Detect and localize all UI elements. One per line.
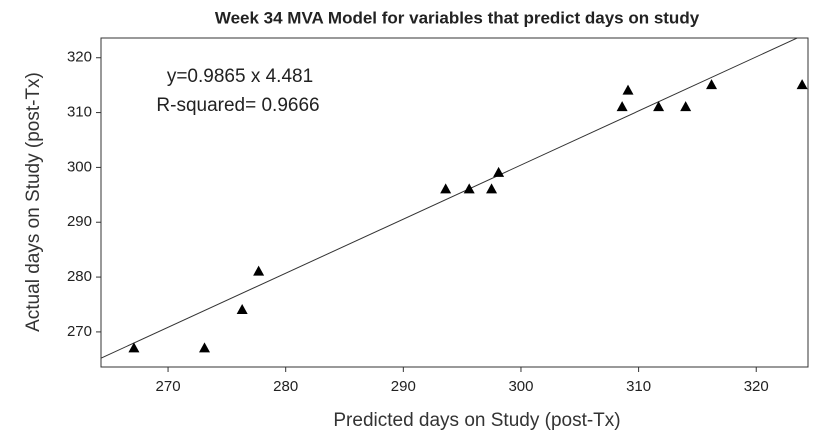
x-axis-title: Predicted days on Study (post-Tx) — [333, 410, 620, 431]
point — [486, 183, 498, 194]
point — [493, 166, 505, 177]
point — [622, 84, 634, 95]
trend-line — [101, 38, 799, 359]
point — [653, 101, 665, 112]
annotation: R-squared= 0.9666 — [156, 95, 319, 116]
point — [199, 342, 211, 353]
point — [680, 101, 692, 112]
x-tick-label: 320 — [744, 378, 769, 395]
x-tick-label: 300 — [508, 378, 533, 395]
chart-title: Week 34 MVA Model for variables that pre… — [215, 8, 700, 27]
point — [440, 183, 452, 194]
point — [616, 101, 628, 112]
x-tick-label: 270 — [156, 378, 181, 395]
x-tick-label: 310 — [626, 378, 651, 395]
x-tick-label: 290 — [391, 378, 416, 395]
y-tick-label: 270 — [67, 323, 92, 340]
y-tick-label: 300 — [67, 158, 92, 175]
point — [463, 183, 475, 194]
x-tick-label: 280 — [273, 378, 298, 395]
annotation: y=0.9865 x 4.481 — [167, 66, 313, 87]
point — [796, 79, 808, 90]
y-tick-label: 320 — [67, 49, 92, 66]
point — [236, 303, 248, 314]
plot-frame — [100, 37, 809, 368]
y-tick-label: 280 — [67, 268, 92, 285]
y-axis-title: Actual days on Study (post-Tx) — [23, 72, 44, 332]
point — [253, 265, 265, 276]
point — [128, 342, 140, 353]
y-tick-label: 290 — [67, 213, 92, 230]
point — [706, 79, 718, 90]
y-tick-label: 310 — [67, 104, 92, 121]
